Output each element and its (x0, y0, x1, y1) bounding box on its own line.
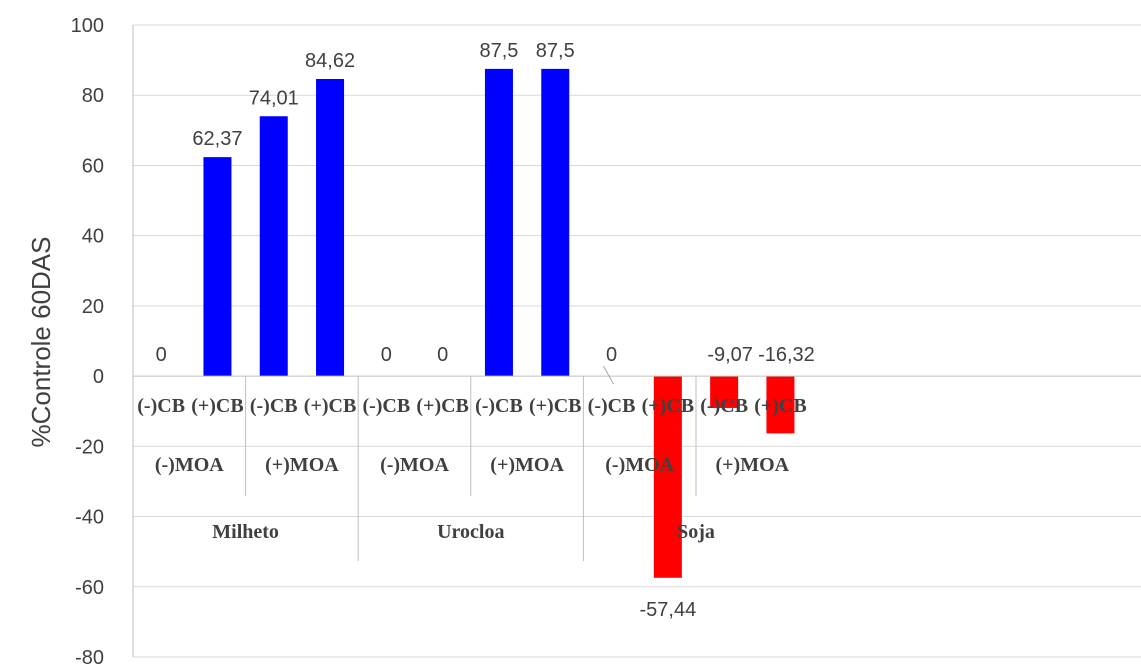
y-tick-label: 20 (82, 296, 104, 318)
category-label-cb: (-)CB (475, 395, 523, 417)
data-label: -57,44 (639, 599, 696, 621)
category-label-crop: Soja (677, 521, 715, 543)
category-label-crop: Urocloa (437, 521, 504, 543)
y-tick-label: -80 (75, 647, 104, 667)
category-label-cb: (-)CB (362, 395, 410, 417)
data-label: 0 (156, 344, 167, 366)
category-label-cb: (+)CB (191, 395, 244, 417)
data-label: 87,5 (536, 40, 575, 62)
category-label-moa: (+)MOA (265, 454, 339, 476)
category-label-cb: (+)CB (754, 395, 807, 417)
category-label-cb: (+)CB (304, 395, 357, 417)
y-tick-label: 60 (82, 155, 104, 177)
data-labels: 0 62,37 74,01 84,62 0 0 87,5 87,5 0 -57,44 -9,07 -1… (156, 40, 815, 621)
category-label-moa: (-)MOA (605, 454, 674, 476)
category-label-cb: (-)CB (250, 395, 298, 417)
category-labels: (-)CB (+)CB(-)MOA(-)CB (+)CB(+)MOAMilheto(… (137, 395, 806, 543)
data-label: 0 (381, 344, 392, 366)
category-label-moa: (-)MOA (380, 454, 449, 476)
data-label: 87,5 (479, 40, 518, 62)
data-label: 0 (606, 344, 617, 366)
category-label-cb: (-)CB (137, 395, 185, 417)
axes (132, 25, 1141, 657)
data-label: 0 (437, 344, 448, 366)
y-tick-labels: -80 -60 -40 -20 0 20 40 60 80 100 (71, 15, 104, 667)
bar (316, 79, 345, 377)
category-label-moa: (+)MOA (490, 454, 564, 476)
y-tick-label: -20 (75, 436, 104, 458)
data-label: -9,07 (707, 344, 753, 366)
bar (541, 68, 570, 377)
category-label-moa: (+)MOA (716, 454, 790, 476)
category-label-moa: (-)MOA (155, 454, 224, 476)
data-label: 74,01 (249, 87, 299, 109)
y-tick-label: 40 (82, 226, 104, 248)
bars (203, 68, 795, 578)
bar (203, 157, 232, 377)
data-label: 62,37 (192, 128, 242, 150)
y-tick-label: -40 (75, 507, 104, 529)
bar (259, 116, 288, 377)
category-label-cb: (-)CB (700, 395, 748, 417)
category-label-cb: (+)CB (642, 395, 695, 417)
y-axis-label: %Controle 60DAS (26, 237, 56, 448)
gridlines (133, 24, 1141, 658)
bar (653, 376, 682, 578)
y-tick-label: 80 (82, 85, 104, 107)
category-label-cb: (-)CB (588, 395, 636, 417)
bar (766, 376, 795, 434)
y-tick-label: 0 (93, 366, 104, 388)
category-label-cb: (+)CB (529, 395, 582, 417)
data-label: -16,32 (758, 344, 815, 366)
data-label: 84,62 (305, 50, 355, 72)
category-label-cb: (+)CB (416, 395, 469, 417)
leader-line (603, 365, 614, 385)
y-tick-label: -60 (75, 577, 104, 599)
bar (484, 68, 513, 377)
bar (710, 376, 739, 408)
y-tick-label: 100 (71, 15, 104, 37)
category-label-crop: Milheto (212, 521, 279, 543)
